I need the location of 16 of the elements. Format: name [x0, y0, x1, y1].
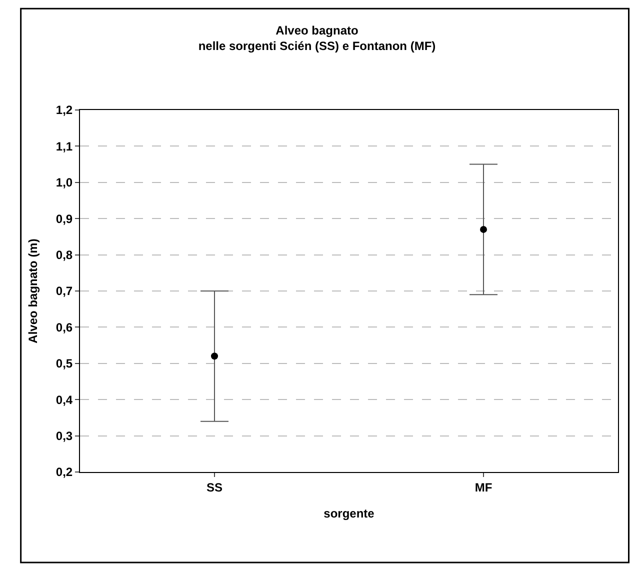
y-tick-label: 0,6	[56, 320, 73, 334]
y-tick-label: 0,4	[56, 392, 73, 407]
y-tick-label: 0,2	[56, 465, 73, 480]
x-tick-label: SS	[206, 480, 223, 494]
y-tick-label: 0,5	[56, 356, 73, 371]
y-tick-label: 1,2	[56, 103, 73, 118]
chart-title: Alveo bagnato nelle sorgenti Scién (SS) e Fontanon (MF)	[198, 23, 436, 53]
x-tick-label: MF	[474, 480, 492, 494]
y-axis-title: Alveo bagnato (m)	[26, 238, 40, 344]
y-tick-label: 1,0	[56, 176, 73, 190]
y-tick-label: 1,1	[56, 139, 73, 154]
y-tick-label: 0,7	[56, 284, 73, 298]
x-axis-title: sorgente	[324, 506, 375, 520]
y-tick-label: 0,8	[56, 248, 73, 262]
y-tick-label: 0,3	[56, 429, 73, 443]
y-tick-label: 0,9	[56, 212, 73, 226]
